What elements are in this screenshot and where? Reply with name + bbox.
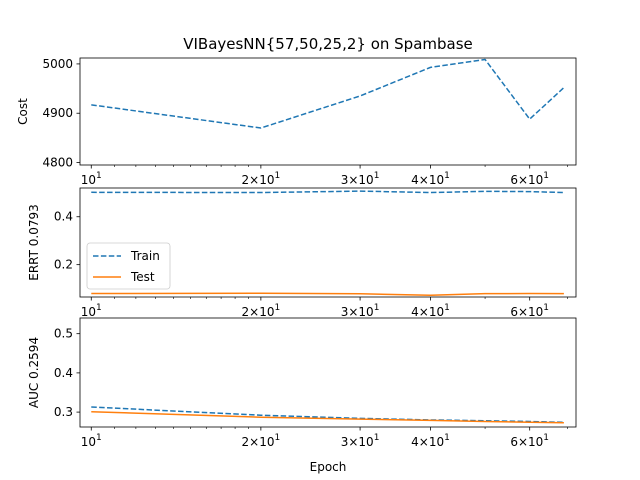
x-tick-label: 101 bbox=[81, 433, 102, 449]
chart-title: VIBayesNN{57,50,25,2} on Spambase bbox=[183, 35, 473, 53]
x-tick-label: 2×101 bbox=[242, 433, 281, 449]
x-tick-label: 101 bbox=[81, 303, 102, 319]
subplot-2: 101 2×101 3×101 4×101 6×101 0.2 0.4 ERRT 0.0793… bbox=[27, 187, 577, 319]
series-line-0 bbox=[91, 58, 565, 129]
y-tick-label: 4900 bbox=[42, 106, 73, 120]
x-tick-label: 2×101 bbox=[242, 303, 281, 319]
x-tick-label: 4×101 bbox=[411, 433, 450, 449]
x-tick-label: 6×101 bbox=[510, 303, 549, 319]
legend-label-train: Train bbox=[130, 249, 160, 263]
y-tick-label: 0.3 bbox=[54, 405, 73, 419]
x-tick-label: 3×101 bbox=[341, 171, 380, 187]
x-tick-label: 6×101 bbox=[510, 171, 549, 187]
x-tick-label: 3×101 bbox=[341, 433, 380, 449]
x-tick-label: 2×101 bbox=[242, 171, 281, 187]
x-tick-label: 6×101 bbox=[510, 433, 549, 449]
series-line-1 bbox=[91, 410, 564, 424]
y-axis-label: AUC 0.2594 bbox=[27, 337, 41, 408]
subplot-3: 101 2×101 3×101 4×101 6×101 0.3 0.4 0.5 AUC 0.25… bbox=[27, 317, 577, 474]
series-line-0 bbox=[91, 406, 564, 424]
series-line-train bbox=[91, 190, 564, 194]
x-axis-label: Epoch bbox=[310, 460, 347, 474]
x-tick-label: 4×101 bbox=[411, 303, 450, 319]
y-tick-label: 5000 bbox=[42, 57, 73, 71]
subplot-1: 101 2×101 3×101 4×101 6×101 4800 4900 5000 Cost bbox=[16, 57, 577, 187]
y-tick-label: 0.4 bbox=[54, 366, 73, 380]
x-tick-label: 4×101 bbox=[411, 171, 450, 187]
y-tick-label: 4800 bbox=[42, 156, 73, 170]
x-tick-label: 101 bbox=[81, 171, 102, 187]
y-tick-label: 0.5 bbox=[54, 327, 73, 341]
y-tick-label: 0.2 bbox=[54, 258, 73, 272]
y-axis-label: ERRT 0.0793 bbox=[27, 204, 41, 281]
axes-frame bbox=[79, 57, 577, 166]
y-axis-label: Cost bbox=[16, 98, 30, 125]
axes-frame bbox=[79, 187, 577, 298]
legend-label-test: Test bbox=[130, 270, 155, 284]
y-tick-label: 0.4 bbox=[54, 210, 73, 224]
axes-layer: 101 2×101 3×101 4×101 6×101480049005000Cost1… bbox=[16, 57, 577, 474]
series-line-test bbox=[91, 292, 564, 296]
x-tick-label: 3×101 bbox=[341, 303, 380, 319]
legend: Train Test bbox=[86, 242, 171, 290]
